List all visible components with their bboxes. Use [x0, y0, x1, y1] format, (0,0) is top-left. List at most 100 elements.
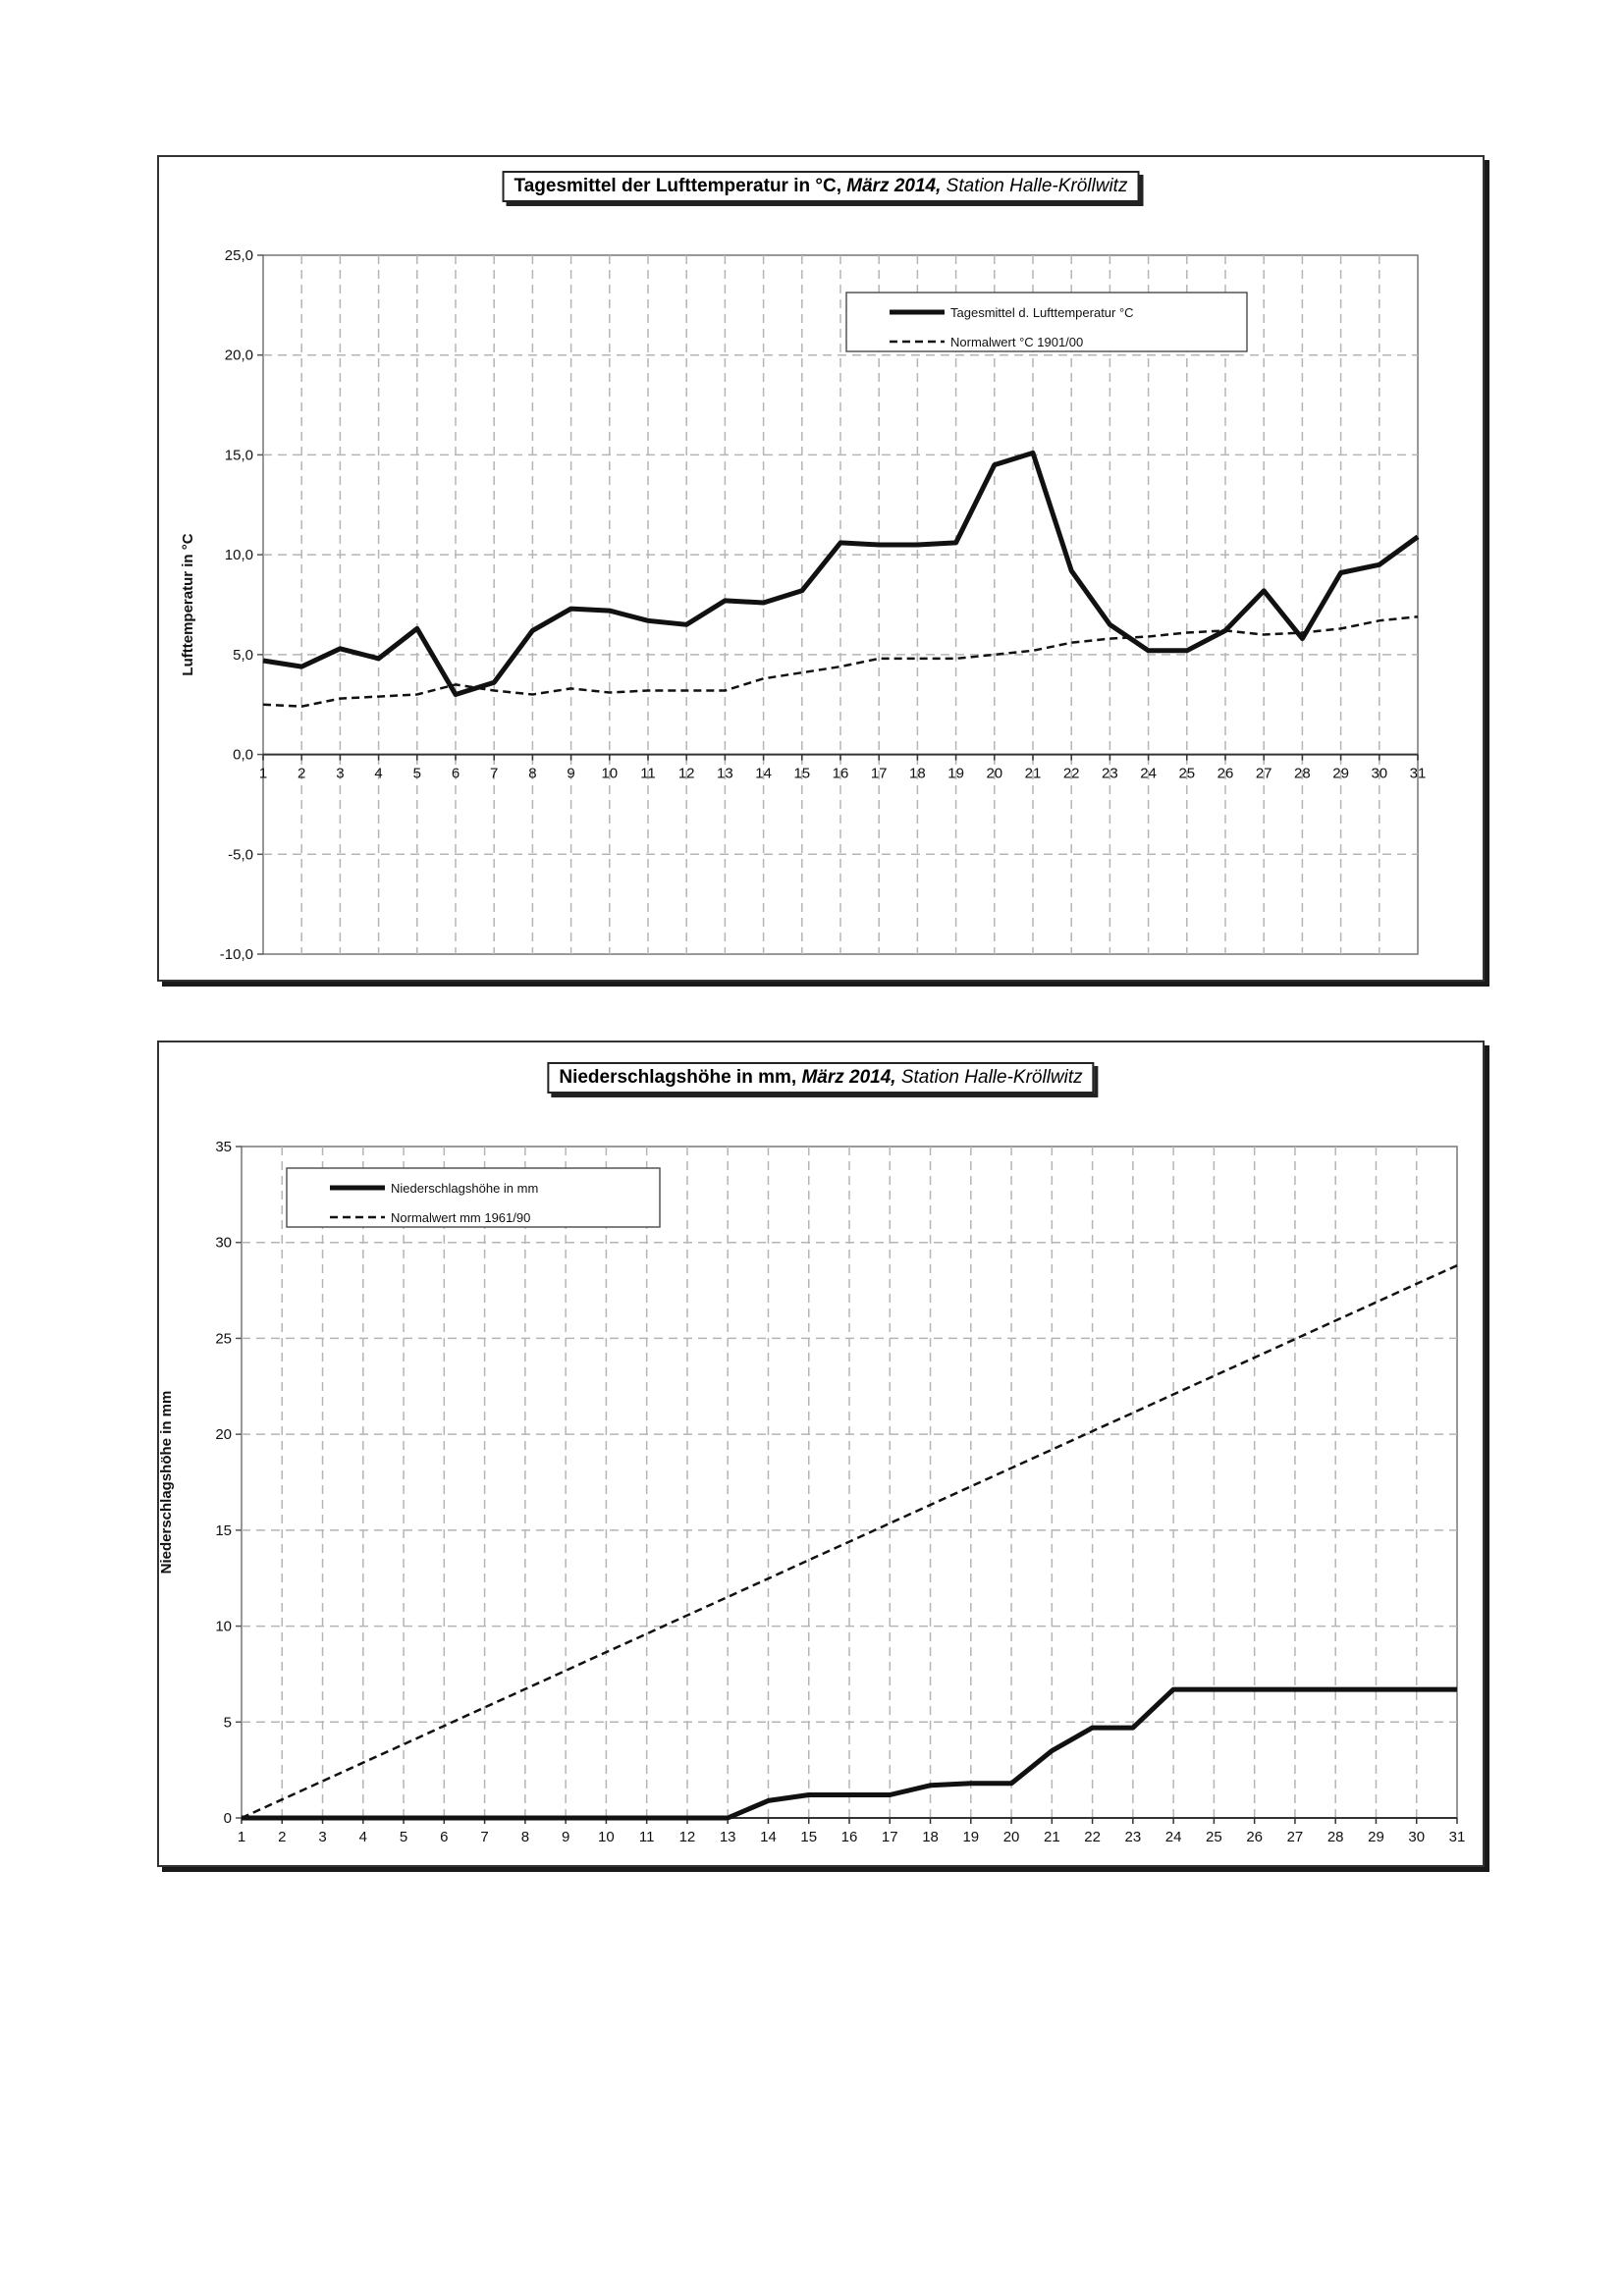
y-tick-label: 30 [215, 1235, 232, 1252]
x-tick-label: 25 [1178, 766, 1195, 782]
x-tick-label: 14 [755, 766, 772, 782]
x-tick-label: 4 [359, 1829, 367, 1845]
y-tick-label: 5,0 [233, 647, 253, 664]
x-tick-label: 7 [490, 766, 498, 782]
y-tick-label: 15,0 [225, 447, 253, 463]
x-tick-label: 3 [336, 766, 344, 782]
y-tick-label: -5,0 [228, 846, 253, 863]
x-tick-label: 26 [1246, 1829, 1263, 1845]
x-tick-label: 5 [413, 766, 421, 782]
title-month: März 2014, [846, 176, 942, 196]
x-tick-label: 20 [1003, 1829, 1020, 1845]
x-tick-label: 11 [640, 766, 656, 782]
x-tick-label: 13 [720, 1829, 736, 1845]
x-tick-label: 13 [717, 766, 733, 782]
x-tick-label: 16 [841, 1829, 858, 1845]
x-tick-label: 30 [1371, 766, 1387, 782]
x-tick-label: 20 [986, 766, 1002, 782]
x-tick-label: 10 [598, 1829, 615, 1845]
x-tick-label: 26 [1217, 766, 1234, 782]
x-tick-label: 12 [678, 766, 695, 782]
precipitation-chart-panel: Niederschlagshöhe in mm, März 2014, Stat… [157, 1041, 1485, 1867]
x-tick-label: 2 [278, 1829, 286, 1845]
x-tick-label: 22 [1063, 766, 1080, 782]
x-tick-label: 22 [1084, 1829, 1101, 1845]
legend-label: Normalwert mm 1961/90 [391, 1210, 530, 1225]
y-tick-label: 10 [215, 1619, 232, 1635]
x-tick-label: 4 [374, 766, 382, 782]
x-tick-label: 19 [962, 1829, 979, 1845]
temperature-chart-panel: Tagesmittel der Lufttemperatur in °C, Mä… [157, 155, 1485, 982]
title-main: Niederschlagshöhe in mm, [559, 1067, 797, 1088]
title-main: Tagesmittel der Lufttemperatur in °C, [514, 176, 841, 196]
series-line-measured [242, 1686, 1457, 1821]
x-tick-label: 28 [1327, 1829, 1344, 1845]
title-month: März 2014, [801, 1067, 896, 1088]
x-tick-label: 9 [562, 1829, 569, 1845]
x-tick-label: 21 [1044, 1829, 1060, 1845]
x-tick-label: 24 [1140, 766, 1157, 782]
x-tick-label: 7 [480, 1829, 488, 1845]
temperature-chart-title: Tagesmittel der Lufttemperatur in °C, Mä… [502, 171, 1140, 202]
x-tick-label: 3 [318, 1829, 326, 1845]
legend-box [845, 292, 1248, 352]
x-tick-label: 15 [800, 1829, 817, 1845]
x-tick-label: 8 [528, 766, 536, 782]
plot-area [241, 1146, 1458, 1819]
y-axis-title: Niederschlagshöhe in mm [159, 1391, 175, 1575]
x-tick-label: 27 [1256, 766, 1272, 782]
x-tick-label: 18 [909, 766, 926, 782]
x-tick-label: 5 [400, 1829, 407, 1845]
series-line-normal [262, 614, 1419, 708]
y-tick-label: 5 [224, 1714, 232, 1731]
y-tick-label: 25,0 [225, 247, 253, 264]
legend-label: Tagesmittel d. Lufttemperatur °C [950, 305, 1134, 320]
x-tick-label: 17 [882, 1829, 898, 1845]
title-station: Station Halle-Kröllwitz [946, 176, 1128, 196]
legend-label: Normalwert °C 1901/00 [950, 335, 1083, 349]
x-tick-label: 12 [679, 1829, 696, 1845]
x-tick-label: 17 [871, 766, 888, 782]
x-tick-label: 1 [259, 766, 267, 782]
x-tick-label: 24 [1165, 1829, 1182, 1845]
y-tick-label: 0 [224, 1810, 232, 1827]
y-tick-label: 15 [215, 1522, 232, 1539]
x-tick-label: 10 [601, 766, 618, 782]
x-tick-label: 29 [1368, 1829, 1384, 1845]
y-tick-label: -10,0 [220, 946, 253, 963]
precipitation-chart-title: Niederschlagshöhe in mm, März 2014, Stat… [547, 1062, 1095, 1094]
y-tick-label: 20,0 [225, 347, 253, 364]
x-tick-label: 9 [567, 766, 574, 782]
x-tick-label: 6 [440, 1829, 448, 1845]
x-tick-label: 1 [238, 1829, 245, 1845]
x-tick-label: 23 [1102, 766, 1118, 782]
y-tick-label: 35 [215, 1139, 232, 1155]
x-tick-label: 27 [1287, 1829, 1304, 1845]
y-tick-label: 10,0 [225, 547, 253, 563]
x-tick-label: 31 [1449, 1829, 1466, 1845]
y-tick-label: 20 [215, 1426, 232, 1443]
x-tick-label: 11 [639, 1829, 655, 1845]
series-line-normal [241, 1264, 1458, 1820]
x-tick-label: 8 [521, 1829, 529, 1845]
y-tick-label: 0,0 [233, 747, 253, 764]
x-tick-label: 30 [1408, 1829, 1425, 1845]
x-tick-label: 15 [793, 766, 810, 782]
y-axis-title: Lufttemperatur in °C [180, 533, 196, 675]
title-station: Station Halle-Kröllwitz [900, 1067, 1083, 1088]
x-tick-label: 2 [298, 766, 305, 782]
x-tick-label: 21 [1025, 766, 1042, 782]
x-tick-label: 19 [947, 766, 964, 782]
x-tick-label: 23 [1125, 1829, 1142, 1845]
x-tick-label: 25 [1206, 1829, 1222, 1845]
x-tick-label: 14 [760, 1829, 777, 1845]
x-tick-label: 16 [833, 766, 849, 782]
temperature-chart-svg: 25,020,015,010,05,00,0-5,0-10,01 2 3 4 5 6 7 8 9… [180, 247, 1427, 963]
x-tick-label: 18 [922, 1829, 939, 1845]
x-tick-label: 6 [452, 766, 460, 782]
x-tick-label: 28 [1294, 766, 1311, 782]
y-tick-label: 25 [215, 1330, 232, 1347]
legend-label: Niederschlagshöhe in mm [391, 1181, 538, 1196]
x-tick-label: 31 [1410, 766, 1427, 782]
